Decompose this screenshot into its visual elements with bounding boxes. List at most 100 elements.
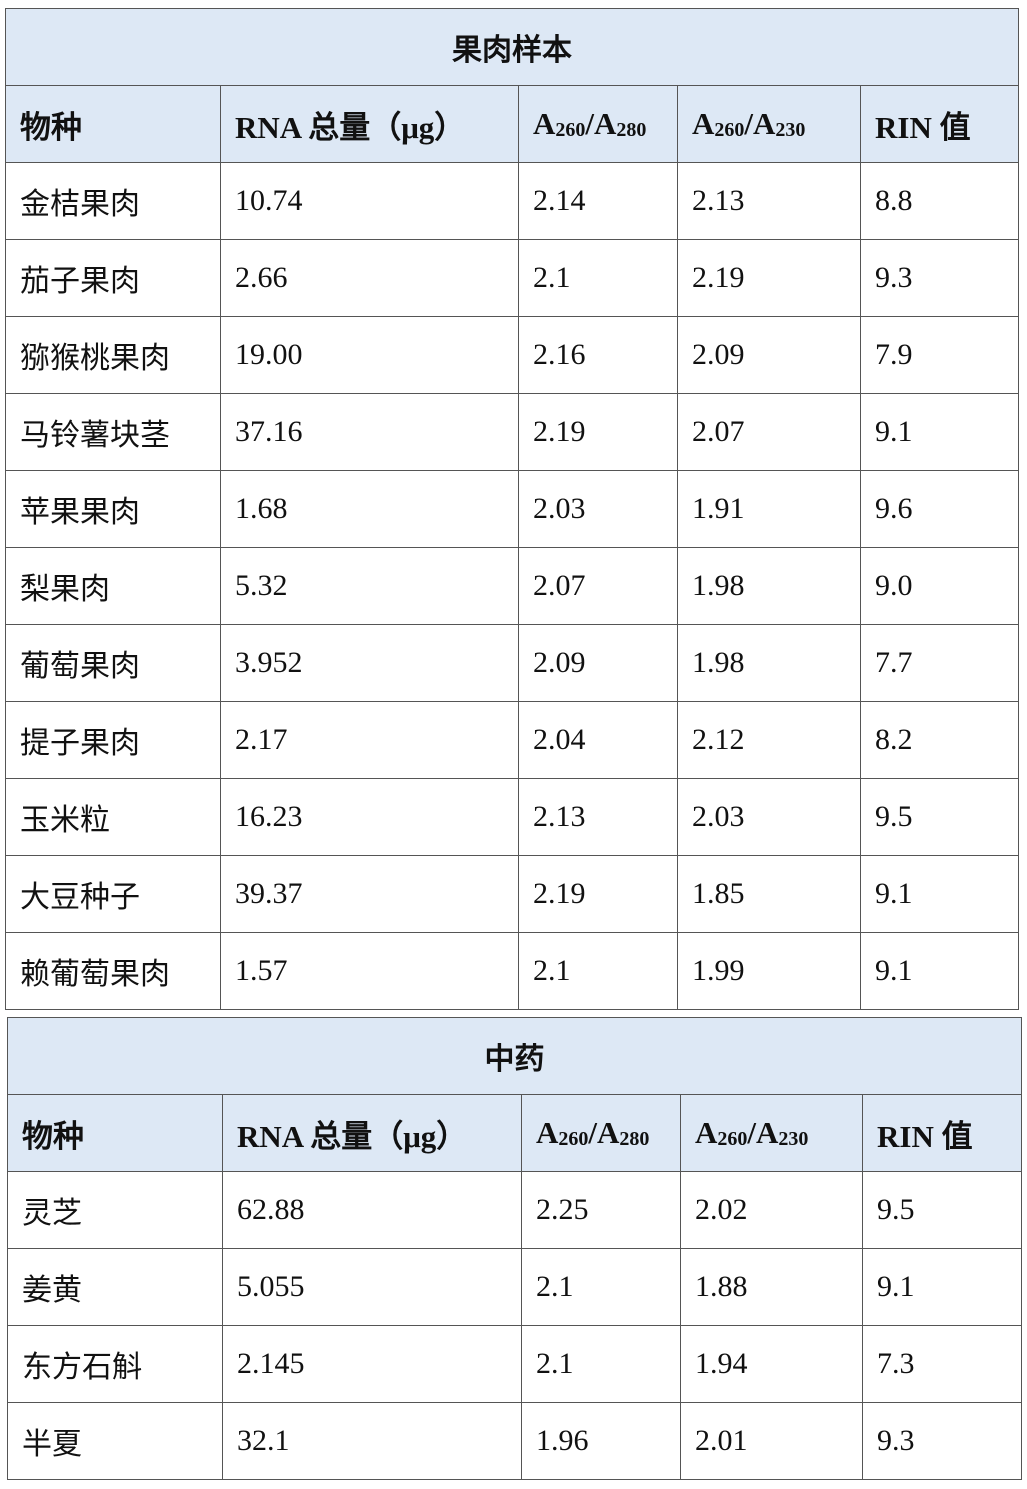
table-cell: 1.99 — [677, 932, 861, 1010]
table-cell: 19.00 — [220, 316, 519, 394]
table-cell: 9.6 — [859, 470, 1020, 548]
table-cell: 9.1 — [859, 855, 1020, 933]
table-cell: 2.16 — [518, 316, 678, 394]
table-title: 果肉样本 — [4, 8, 1020, 86]
table-cell: 9.1 — [859, 393, 1020, 471]
table-cell: 2.145 — [222, 1325, 522, 1403]
table-cell: 2.1 — [521, 1325, 681, 1403]
table-cell: 1.68 — [220, 470, 519, 548]
column-header: RIN 值 — [861, 1094, 1023, 1172]
table-cell: 1.96 — [521, 1402, 681, 1480]
table-cell: 2.07 — [677, 393, 861, 471]
table-cell: 10.74 — [220, 162, 519, 240]
table-cell: 赖葡萄果肉 — [5, 932, 221, 1010]
table-cell: 2.66 — [220, 239, 519, 317]
table-cell: 葡萄果肉 — [5, 624, 221, 702]
table-cell: 9.5 — [859, 778, 1020, 856]
table-cell: 提子果肉 — [5, 701, 221, 779]
table-row: 半夏 32.1 1.96 2.01 9.3 — [7, 1402, 1023, 1480]
table-cell: 2.14 — [518, 162, 678, 240]
table-cell: 9.3 — [859, 239, 1020, 317]
table-cell: 2.09 — [518, 624, 678, 702]
table-cell: 7.7 — [859, 624, 1020, 702]
table-cell: 茄子果肉 — [5, 239, 221, 317]
column-header: RIN 值 — [859, 85, 1020, 163]
table-cell: 2.1 — [518, 239, 678, 317]
table-cell: 马铃薯块茎 — [5, 393, 221, 471]
table-cell: 大豆种子 — [5, 855, 221, 933]
table-cell: 2.12 — [677, 701, 861, 779]
table-cell: 2.04 — [518, 701, 678, 779]
table-cell: 2.13 — [518, 778, 678, 856]
column-header: A260/A230 — [677, 85, 861, 163]
table-cell: 5.32 — [220, 547, 519, 625]
table-row: 赖葡萄果肉 1.57 2.1 1.99 9.1 — [5, 932, 1020, 1010]
table-title-row: 果肉样本 — [4, 8, 1020, 86]
table-cell: 9.0 — [859, 547, 1020, 625]
table-cell: 3.952 — [220, 624, 519, 702]
table-title: 中药 — [6, 1017, 1023, 1095]
column-header: A260/A280 — [518, 85, 678, 163]
table-cell: 32.1 — [222, 1402, 522, 1480]
table-row: 提子果肉 2.17 2.04 2.12 8.2 — [5, 701, 1020, 779]
table-cell: 1.85 — [677, 855, 861, 933]
table-cell: 1.88 — [680, 1248, 863, 1326]
table-cell: 苹果果肉 — [5, 470, 221, 548]
table-cell: 灵芝 — [7, 1171, 223, 1249]
table-cell: 姜黄 — [7, 1248, 223, 1326]
table-cell: 1.98 — [677, 624, 861, 702]
table-row: 苹果果肉 1.68 2.03 1.91 9.6 — [5, 470, 1020, 548]
table-cell: 2.19 — [518, 855, 678, 933]
table-cell: 金桔果肉 — [5, 162, 221, 240]
header-row: 物种 RNA 总量（μg） A260/A280 A260/A230 RIN 值 — [7, 1094, 1023, 1172]
table-cell: 1.98 — [677, 547, 861, 625]
table-cell: 5.055 — [222, 1248, 522, 1326]
column-header: 物种 — [7, 1094, 223, 1172]
table-row: 灵芝 62.88 2.25 2.02 9.5 — [7, 1171, 1023, 1249]
table-cell: 1.57 — [220, 932, 519, 1010]
table-cell: 2.03 — [677, 778, 861, 856]
table-cell: 8.2 — [859, 701, 1020, 779]
table-cell: 2.09 — [677, 316, 861, 394]
table-row: 大豆种子 39.37 2.19 1.85 9.1 — [5, 855, 1020, 933]
table-row: 东方石斛 2.145 2.1 1.94 7.3 — [7, 1325, 1023, 1403]
table-row: 茄子果肉 2.66 2.1 2.19 9.3 — [5, 239, 1020, 317]
table-cell: 猕猴桃果肉 — [5, 316, 221, 394]
table-cell: 9.1 — [859, 932, 1020, 1010]
fruit-sample-table: 果肉样本 物种 RNA 总量（μg） A260/A280 A260/A230 RIN 值金… — [4, 8, 1020, 1010]
table-cell: 2.1 — [518, 932, 678, 1010]
table-cell: 2.1 — [521, 1248, 681, 1326]
table-cell: 9.3 — [861, 1402, 1023, 1480]
table-cell: 2.03 — [518, 470, 678, 548]
header-row: 物种 RNA 总量（μg） A260/A280 A260/A230 RIN 值 — [5, 85, 1020, 163]
table-cell: 梨果肉 — [5, 547, 221, 625]
table-cell: 37.16 — [220, 393, 519, 471]
table-cell: 16.23 — [220, 778, 519, 856]
column-header: A260/A280 — [521, 1094, 681, 1172]
table-cell: 8.8 — [859, 162, 1020, 240]
table-cell: 1.94 — [680, 1325, 863, 1403]
chinese-medicine-table: 中药 物种 RNA 总量（μg） A260/A280 A260/A230 RIN 值灵芝 6… — [6, 1017, 1023, 1480]
table-cell: 2.19 — [518, 393, 678, 471]
column-header: RNA 总量（μg） — [222, 1094, 522, 1172]
table-cell: 半夏 — [7, 1402, 223, 1480]
table-cell: 39.37 — [220, 855, 519, 933]
table-row: 猕猴桃果肉 19.00 2.16 2.09 7.9 — [5, 316, 1020, 394]
table-row: 马铃薯块茎 37.16 2.19 2.07 9.1 — [5, 393, 1020, 471]
table-cell: 2.19 — [677, 239, 861, 317]
table-cell: 2.02 — [680, 1171, 863, 1249]
table-row: 姜黄 5.055 2.1 1.88 9.1 — [7, 1248, 1023, 1326]
table-title-row: 中药 — [6, 1017, 1023, 1095]
table-row: 玉米粒 16.23 2.13 2.03 9.5 — [5, 778, 1020, 856]
table-row: 葡萄果肉 3.952 2.09 1.98 7.7 — [5, 624, 1020, 702]
table-cell: 1.91 — [677, 470, 861, 548]
table-cell: 东方石斛 — [7, 1325, 223, 1403]
table-cell: 玉米粒 — [5, 778, 221, 856]
column-header: RNA 总量（μg） — [220, 85, 519, 163]
table-cell: 9.5 — [861, 1171, 1023, 1249]
table-cell: 2.13 — [677, 162, 861, 240]
column-header: A260/A230 — [680, 1094, 863, 1172]
table-cell: 62.88 — [222, 1171, 522, 1249]
table-row: 金桔果肉 10.74 2.14 2.13 8.8 — [5, 162, 1020, 240]
table-cell: 7.3 — [861, 1325, 1023, 1403]
